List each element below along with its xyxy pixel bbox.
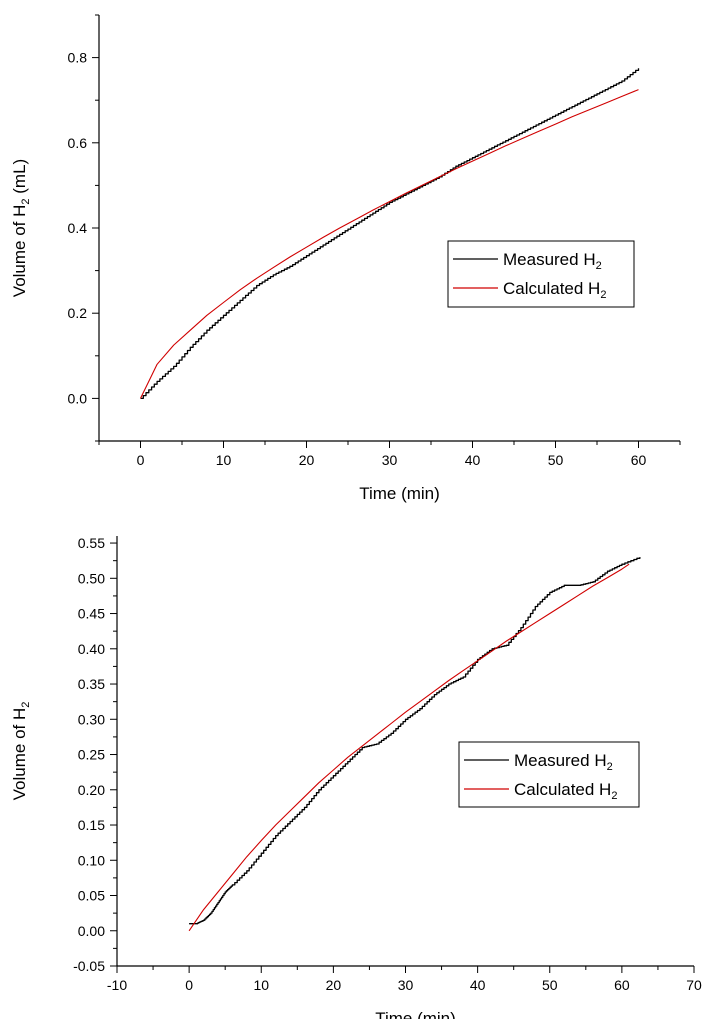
x-tick-label: 50: [542, 977, 558, 993]
y-tick-label: 0.30: [78, 711, 105, 727]
legend-label: Calculated H2: [514, 780, 617, 802]
x-tick-label: 20: [299, 452, 315, 468]
y-tick-label: 0.20: [78, 782, 105, 798]
x-tick-label: 0: [185, 977, 193, 993]
y-tick-label: 0.6: [68, 135, 88, 151]
legend-label-main: Measured H: [514, 751, 607, 770]
legend-label: Calculated H2: [503, 279, 606, 301]
legend-label-main: Calculated H: [503, 279, 600, 298]
x-tick-label: 40: [470, 977, 486, 993]
legend-label-main: Calculated H: [514, 780, 611, 799]
y-tick-label: 0.2: [68, 305, 88, 321]
legend-box: [458, 741, 640, 808]
legend-box: [447, 240, 635, 308]
y-axis-title-main: Volume of H: [10, 708, 29, 801]
series-line-calculated: [188, 563, 630, 932]
x-axis-title: Time (min): [375, 1009, 456, 1019]
y-tick-label: 0.25: [78, 747, 105, 763]
y-axis-title-suffix: (mL): [10, 159, 29, 199]
x-tick-label: -10: [107, 977, 127, 993]
y-axis-title: Volume of H2 (mL): [10, 159, 32, 297]
y-tick-label: 0.40: [78, 641, 105, 657]
x-tick-label: 50: [548, 452, 564, 468]
y-axis-title-subscript: 2: [20, 198, 32, 204]
y-tick-label: 0.8: [68, 50, 88, 66]
legend-label-subscript: 2: [596, 260, 602, 272]
x-tick-label: 20: [326, 977, 342, 993]
y-tick-label: 0.45: [78, 606, 105, 622]
x-tick-label: 0: [137, 452, 145, 468]
y-tick-label: 0.05: [78, 888, 105, 904]
x-tick-label: 10: [253, 977, 269, 993]
x-tick-label: 40: [465, 452, 481, 468]
legend-label-subscript: 2: [607, 761, 613, 773]
series-line-measured: [140, 68, 640, 400]
y-tick-label: 0.35: [78, 676, 105, 692]
y-tick-label: 0.15: [78, 817, 105, 833]
x-axis-title: Time (min): [359, 484, 440, 503]
y-tick-label: 0.10: [78, 852, 105, 868]
y-tick-label: -0.05: [73, 958, 105, 974]
y-axis-title: Volume of H2: [10, 702, 32, 801]
chart-1: 0 10 20 30 40 50 60 0.0 0.2 0.4 0.6 0.8 Time (min) Vo…: [10, 14, 681, 503]
legend-label-subscript: 2: [600, 289, 606, 301]
legend-label-main: Measured H: [503, 250, 596, 269]
series-line-calculated: [140, 89, 639, 399]
y-tick-label: 0.00: [78, 923, 105, 939]
series-line-measured: [189, 557, 641, 925]
legend-label-subscript: 2: [611, 790, 617, 802]
chart-2: -10 0 10 20 30 40 50 60 70 -0.05 0.00 0.05 0.10 0.15 0…: [10, 535, 702, 1019]
y-tick-label: 0.50: [78, 570, 105, 586]
x-tick-label: 30: [382, 452, 398, 468]
x-tick-label: 60: [614, 977, 630, 993]
x-tick-label: 30: [398, 977, 414, 993]
legend-label: Measured H2: [514, 751, 613, 773]
x-tick-label: 10: [216, 452, 232, 468]
y-tick-label: 0.55: [78, 535, 105, 551]
y-tick-label: 0.4: [68, 220, 88, 236]
x-tick-label: 70: [686, 977, 702, 993]
y-axis-title-main: Volume of H: [10, 205, 29, 298]
legend-label: Measured H2: [503, 250, 602, 272]
y-axis-title-subscript: 2: [20, 702, 32, 708]
y-tick-label: 0.0: [68, 390, 88, 406]
x-tick-label: 60: [631, 452, 647, 468]
